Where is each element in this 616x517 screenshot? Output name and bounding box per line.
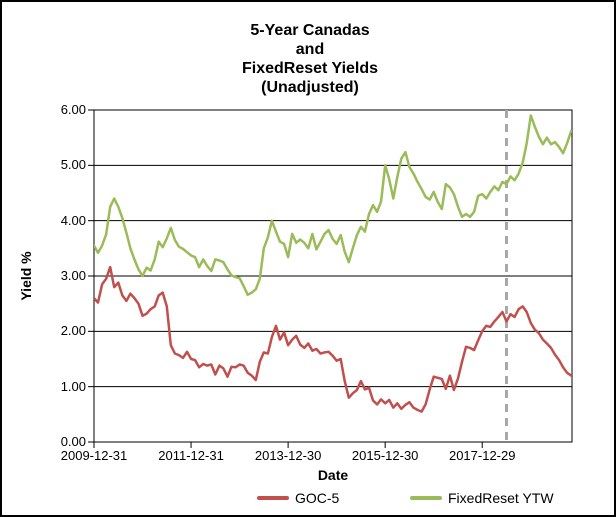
chart-title-line-2: and bbox=[295, 41, 325, 58]
chart-title-line-3: FixedReset Yields bbox=[241, 60, 379, 77]
legend-item-fixedreset: FixedReset YTW bbox=[410, 490, 554, 506]
y-tick-label-3: 3.00 bbox=[60, 268, 86, 283]
legend-swatch-fixedreset bbox=[410, 496, 442, 500]
chart-title-line-1: 5-Year Canadas bbox=[250, 22, 370, 39]
y-tick-label-5: 5.00 bbox=[60, 157, 86, 173]
series-line-goc-5 bbox=[94, 265, 572, 413]
y-tick-label-4: 4.00 bbox=[60, 212, 86, 228]
chart-title-line-4: (Unadjusted) bbox=[261, 79, 359, 96]
legend-swatch-goc5 bbox=[257, 496, 289, 500]
y-tick-label-6: 6.00 bbox=[60, 102, 86, 117]
chart-title: 5-Year Canadas and FixedReset Yields (Un… bbox=[2, 21, 614, 97]
y-tick-label-0: 0.00 bbox=[60, 434, 86, 449]
x-tick-label-1: 2011-12-31 bbox=[158, 448, 224, 463]
x-tick-label-0: 2009-12-31 bbox=[60, 448, 128, 463]
x-tick-label-3: 2015-12-30 bbox=[351, 448, 419, 463]
y-tick-label-1: 1.00 bbox=[60, 378, 86, 394]
legend-label-goc5: GOC-5 bbox=[295, 490, 340, 506]
x-tick-label-4: 2017-12-29 bbox=[448, 448, 516, 463]
series-line-fixedreset-ytw bbox=[94, 114, 572, 297]
legend-label-fixedreset: FixedReset YTW bbox=[448, 490, 554, 506]
x-tick-label-2: 2013-12-30 bbox=[254, 448, 322, 463]
legend-item-goc5: GOC-5 bbox=[257, 490, 339, 506]
y-tick-label-2: 2.00 bbox=[60, 323, 86, 339]
x-axis-title: Date bbox=[317, 467, 349, 483]
